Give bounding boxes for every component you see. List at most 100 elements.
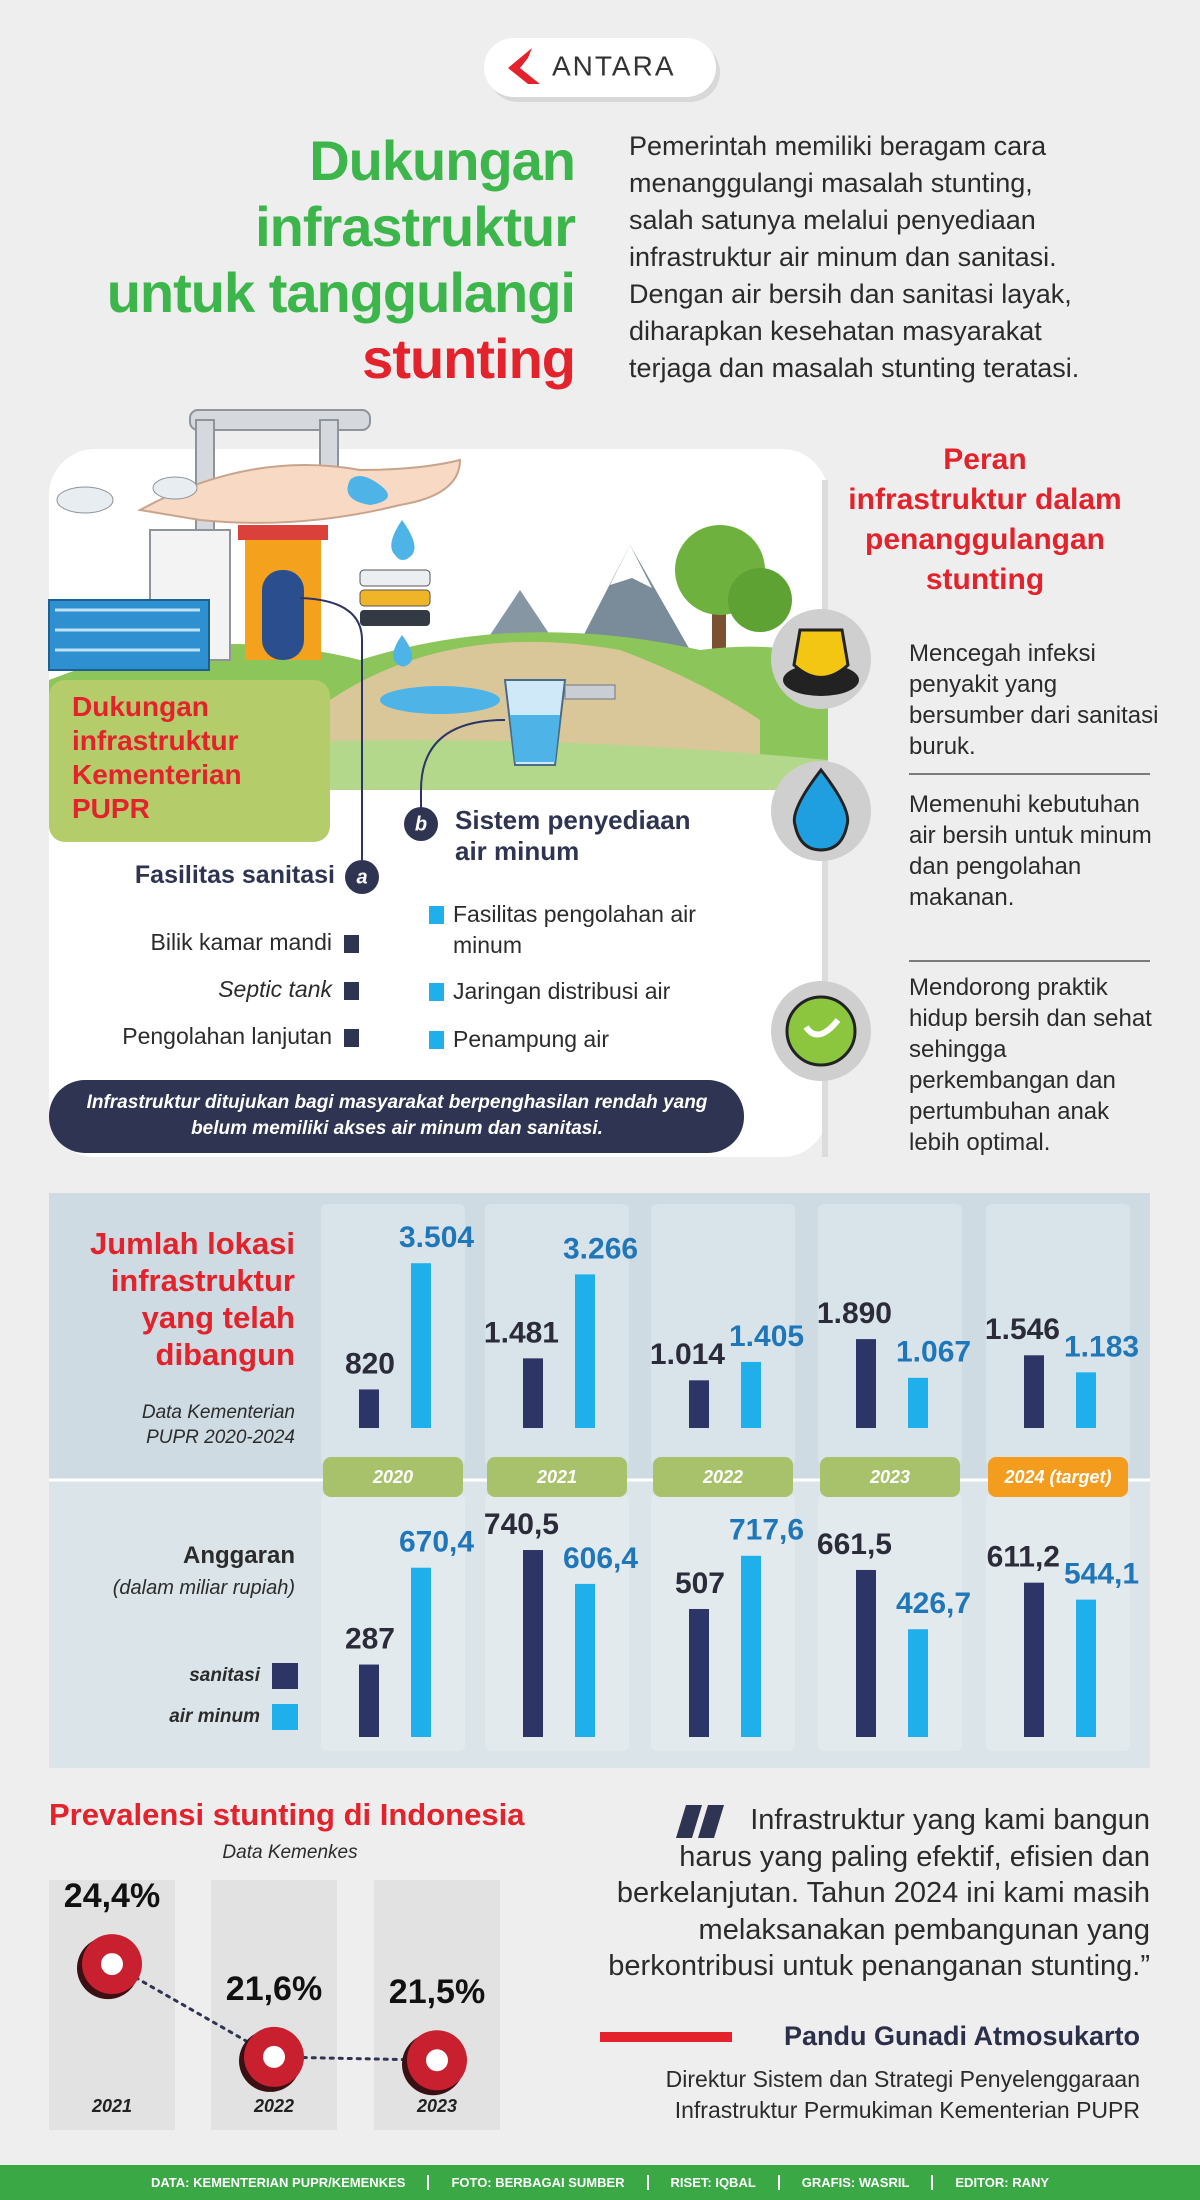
- value-label: 1.183: [1064, 1330, 1139, 1363]
- value-label: 1.546: [985, 1313, 1060, 1346]
- value-label: 1.014: [650, 1338, 725, 1371]
- footer-bar: [0, 2165, 1200, 2200]
- year-pill: [988, 1457, 1128, 1497]
- point-center: [263, 2045, 285, 2068]
- quote-line: Infrastruktur yang kami bangun: [750, 1804, 1150, 1836]
- title-line: untuk tanggulangi: [106, 261, 576, 324]
- badge: [345, 860, 379, 894]
- filter: [359, 589, 431, 607]
- filter: [359, 569, 431, 587]
- peran-title: infrastruktur dalam: [848, 483, 1122, 516]
- chart-title: Prevalensi stunting di Indonesia: [49, 1797, 525, 1832]
- footer-item: EDITOR: RANY: [931, 2175, 1071, 2190]
- chart-subtitle: Data Kementerian PUPR 2020-2024: [141, 1402, 295, 1448]
- intro-line: infrastruktur air minum dan sanitasi.: [629, 242, 1057, 272]
- bar: [523, 1358, 543, 1428]
- door: [262, 570, 304, 660]
- peran-item: Mendorong praktik hidup bersih dan sehat…: [909, 974, 1152, 1156]
- year-pill: [653, 1457, 793, 1497]
- peran-item: Mencegah infeksi penyakit yang bersumber…: [909, 640, 1159, 760]
- bar: [359, 1389, 379, 1428]
- snow: [610, 545, 652, 588]
- year-panel: [49, 1880, 175, 2130]
- note: Infrastruktur ditujukan bagi masyarakat …: [86, 1092, 708, 1139]
- value-label: 3.504: [399, 1221, 474, 1254]
- glass-water: [510, 715, 560, 762]
- connector: [420, 719, 506, 808]
- bar: [908, 1629, 928, 1737]
- peran-title: stunting: [925, 563, 1045, 596]
- bar: [741, 1361, 761, 1428]
- peran-title: Peran: [943, 443, 1027, 476]
- title-line: infrastruktur: [255, 195, 576, 258]
- bar: [1024, 1355, 1044, 1428]
- bar: [359, 1664, 379, 1737]
- value-label: 1.067: [896, 1336, 971, 1369]
- section-title: Sistem penyediaan air minum: [455, 805, 691, 866]
- year-label: 2021: [536, 1467, 577, 1487]
- footer-item: FOTO: BERBAGAI SUMBER: [427, 2175, 646, 2190]
- intro-line: Pemerintah memiliki beragam cara: [629, 131, 1047, 161]
- quote-line: berkontribusi untuk penanganan stunting.…: [608, 1950, 1150, 1982]
- value-label: 717,6: [729, 1514, 804, 1547]
- cloud: [152, 476, 198, 500]
- bar: [689, 1380, 709, 1428]
- bullet: [429, 983, 444, 1001]
- value-label: 1.481: [484, 1316, 559, 1349]
- value-label: 544,1: [1064, 1558, 1139, 1591]
- legend-swatch: [272, 1704, 298, 1730]
- building-lines: [55, 608, 200, 652]
- title-line: Dukungan: [309, 129, 576, 192]
- pond: [380, 686, 500, 714]
- section-title: Fasilitas sanitasi: [134, 861, 335, 889]
- peran-title: penanggulangan: [865, 523, 1105, 556]
- value-label: 740,5: [484, 1508, 559, 1541]
- quote-line: berkelanjutan. Tahun 2024 ini kami masih: [616, 1877, 1150, 1909]
- bullet: [429, 906, 444, 924]
- value-label: 606,4: [563, 1542, 638, 1575]
- dukungan-box: [49, 680, 330, 842]
- point-center: [426, 2049, 448, 2072]
- note-pill: [49, 1080, 744, 1153]
- quote-rule: [600, 2032, 732, 2042]
- value-label: 507: [675, 1567, 725, 1600]
- icon-drop: [792, 767, 850, 852]
- tree: [728, 568, 792, 632]
- year-pill: [487, 1457, 627, 1497]
- bullet: [344, 982, 359, 1000]
- bar: [908, 1377, 928, 1428]
- value-label: 21,6%: [226, 1970, 322, 2008]
- footer-item: RISET: IQBAL: [646, 2175, 778, 2190]
- list-item: Jaringan distribusi air: [453, 978, 671, 1004]
- value-label: 611,2: [987, 1541, 1060, 1574]
- badge-letter: a: [356, 866, 367, 888]
- bar: [575, 1583, 595, 1737]
- value-label: 661,5: [817, 1528, 892, 1561]
- bar: [1024, 1582, 1044, 1737]
- value-label: 1.890: [817, 1297, 892, 1330]
- roof: [238, 525, 328, 540]
- footer-item: DATA: KEMENTERIAN PUPR/KEMENKES: [150, 2175, 406, 2190]
- chart-title: Anggaran: [182, 1542, 295, 1569]
- bar: [689, 1608, 709, 1737]
- quote-position: Direktur Sistem dan Strategi Penyelengga…: [665, 2066, 1140, 2092]
- peran-item: Memenuhi kebutuhan air bersih untuk minu…: [909, 791, 1152, 911]
- chart-subtitle: (dalam miliar rupiah): [112, 1577, 295, 1599]
- value-label: 3.266: [563, 1232, 638, 1265]
- icon-shield: [792, 628, 850, 679]
- quote-position: Infrastruktur Permukiman Kementerian PUP…: [674, 2097, 1140, 2123]
- chart-title: Jumlah lokasi infrastruktur yang telah d…: [89, 1226, 295, 1372]
- intro-line: diharapkan kesehatan masyarakat: [629, 316, 1042, 346]
- tap: [564, 684, 616, 700]
- dukungan-title: Dukungan infrastruktur Kementerian PUPR: [72, 691, 242, 824]
- title-line: stunting: [362, 327, 576, 390]
- year-pill: [323, 1457, 463, 1497]
- legend-label: air minum: [169, 1706, 260, 1727]
- logo-pill: [484, 38, 716, 97]
- bar: [411, 1567, 431, 1737]
- quote-mark: [676, 1805, 724, 1838]
- hand: [136, 458, 462, 524]
- point-center: [101, 1953, 123, 1976]
